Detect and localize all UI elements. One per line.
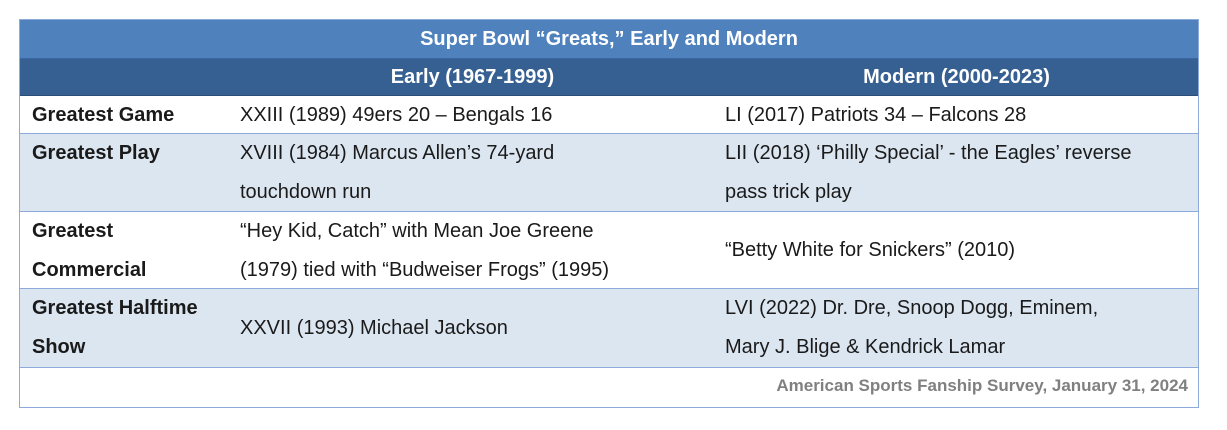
early-cell-line: (1979) tied with “Budweiser Frogs” (1995…	[240, 259, 610, 281]
row-label-line: Commercial	[32, 259, 147, 281]
table-row: Greatest Halftime Show XXVII (1993) Mich…	[20, 289, 1198, 368]
early-cell-line: XXIII (1989) 49ers 20 – Bengals 16	[240, 103, 553, 126]
modern-cell-line: “Betty White for Snickers” (2010)	[725, 238, 1016, 261]
row-label-line: Greatest Halftime	[32, 297, 198, 319]
row-label: Greatest Halftime Show	[20, 289, 230, 367]
table-row: Greatest Play XVIII (1984) Marcus Allen’…	[20, 134, 1198, 212]
row-label-line: Show	[32, 336, 86, 358]
table-title-text: Super Bowl “Greats,” Early and Modern	[420, 27, 798, 50]
row-label-line: Greatest Game	[32, 103, 175, 126]
early-cell-line: touchdown run	[240, 181, 372, 203]
source-text: American Sports Fanship Survey, January …	[776, 375, 1188, 395]
column-header-row: Early (1967-1999) Modern (2000-2023)	[20, 59, 1198, 96]
super-bowl-greats-table: Super Bowl “Greats,” Early and Modern Ea…	[19, 19, 1199, 408]
table-row: Greatest Commercial “Hey Kid, Catch” wit…	[20, 212, 1198, 289]
early-cell-line: “Hey Kid, Catch” with Mean Joe Greene	[240, 220, 594, 242]
header-modern: Modern (2000-2023)	[863, 65, 1050, 88]
source-note: American Sports Fanship Survey, January …	[20, 368, 1198, 403]
modern-cell: “Betty White for Snickers” (2010)	[715, 212, 1198, 288]
modern-cell: LVI (2022) Dr. Dre, Snoop Dogg, Eminem, …	[715, 289, 1198, 367]
early-cell: “Hey Kid, Catch” with Mean Joe Greene (1…	[230, 212, 715, 288]
header-early: Early (1967-1999)	[390, 65, 555, 88]
row-label: Greatest Play	[20, 134, 230, 211]
modern-cell-line: Mary J. Blige & Kendrick Lamar	[725, 336, 1006, 358]
row-label-line: Greatest Play	[32, 142, 160, 164]
modern-cell-line: pass trick play	[725, 181, 852, 203]
modern-cell-line: LII (2018) ‘Philly Special’ - the Eagles…	[725, 142, 1132, 164]
early-cell: XVIII (1984) Marcus Allen’s 74-yard touc…	[230, 134, 715, 211]
row-label-line: Greatest	[32, 220, 114, 242]
row-label: Greatest Game	[20, 96, 230, 134]
early-cell-line: XXVII (1993) Michael Jackson	[240, 316, 508, 339]
table-row: Greatest Game XXIII (1989) 49ers 20 – Be…	[20, 96, 1198, 134]
modern-cell-line: LVI (2022) Dr. Dre, Snoop Dogg, Eminem,	[725, 297, 1099, 319]
early-cell-line: XVIII (1984) Marcus Allen’s 74-yard	[240, 142, 555, 164]
table-title: Super Bowl “Greats,” Early and Modern	[20, 20, 1198, 59]
header-blank	[20, 59, 230, 95]
modern-cell: LII (2018) ‘Philly Special’ - the Eagles…	[715, 134, 1198, 211]
early-cell: XXVII (1993) Michael Jackson	[230, 289, 715, 367]
modern-cell: LI (2017) Patriots 34 – Falcons 28	[715, 96, 1198, 134]
row-label: Greatest Commercial	[20, 212, 230, 288]
modern-cell-line: LI (2017) Patriots 34 – Falcons 28	[725, 103, 1027, 126]
early-cell: XXIII (1989) 49ers 20 – Bengals 16	[230, 96, 715, 134]
